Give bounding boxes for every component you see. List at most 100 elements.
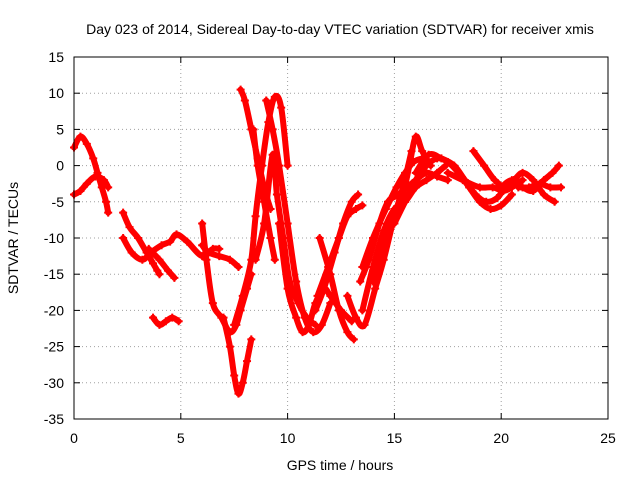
- series-s9: [219, 313, 256, 398]
- data-point-marker: [343, 328, 352, 337]
- grid-lines: [74, 57, 608, 419]
- data-point-marker: [298, 328, 307, 337]
- data-point-marker: [326, 270, 335, 279]
- data-point-marker: [230, 371, 239, 380]
- data-point-marker: [172, 230, 181, 239]
- data-point-marker: [144, 244, 153, 253]
- data-point-marker: [488, 183, 497, 192]
- data-point-marker: [490, 176, 499, 185]
- data-point-marker: [104, 183, 113, 192]
- data-point-marker: [411, 132, 420, 141]
- data-point-marker: [369, 277, 378, 286]
- data-point-marker: [102, 197, 111, 206]
- data-point-marker: [82, 179, 91, 188]
- data-point-marker: [334, 306, 343, 315]
- data-point-marker: [482, 197, 491, 206]
- x-tick-label: 25: [600, 430, 616, 446]
- data-point-marker: [471, 190, 480, 199]
- data-point-marker: [437, 154, 446, 163]
- y-axis-label: SDTVAR / TECUs: [5, 182, 21, 294]
- data-point-marker: [155, 270, 164, 279]
- data-point-marker: [548, 168, 557, 177]
- data-point-marker: [309, 328, 318, 337]
- x-tick-label: 15: [387, 430, 403, 446]
- series-s18: [315, 234, 358, 344]
- data-point-marker: [315, 234, 324, 242]
- data-point-marker: [268, 150, 277, 159]
- data-point-marker: [157, 241, 166, 250]
- data-point-marker: [277, 103, 286, 112]
- data-point-marker: [198, 219, 207, 228]
- y-tick-label: 0: [56, 158, 64, 174]
- data-point-marker: [76, 186, 85, 195]
- data-point-marker: [418, 147, 427, 156]
- series-s29: [514, 179, 566, 192]
- data-point-marker: [174, 317, 183, 326]
- data-point-marker: [262, 96, 271, 105]
- data-point-marker: [411, 168, 420, 177]
- x-axis-label: GPS time / hours: [287, 457, 394, 473]
- data-point-marker: [234, 262, 243, 271]
- data-point-marker: [524, 183, 533, 192]
- data-point-marker: [351, 313, 360, 322]
- data-point-marker: [557, 183, 566, 192]
- x-tick-label: 5: [177, 430, 185, 446]
- data-point-marker: [422, 161, 431, 170]
- y-tick-label: 5: [56, 121, 64, 137]
- data-point-marker: [99, 176, 108, 185]
- data-point-marker: [443, 168, 452, 177]
- data-point-marker: [401, 197, 410, 206]
- data-point-marker: [166, 237, 175, 246]
- data-point-marker: [234, 389, 243, 398]
- data-point-marker: [554, 161, 563, 170]
- data-point-marker: [369, 234, 378, 242]
- axis-ticks: 15 10 5 0 -5 -10 -15 -20 -25 -30 -35 0 5 10 15 20 25: [44, 49, 616, 446]
- data-point-marker: [82, 139, 91, 148]
- data-point-marker: [358, 262, 367, 271]
- data-point-marker: [89, 154, 98, 163]
- data-point-marker: [119, 234, 128, 242]
- data-point-marker: [497, 183, 506, 192]
- x-tick-label: 10: [280, 430, 296, 446]
- data-point-marker: [230, 320, 239, 329]
- data-point-marker: [381, 205, 390, 214]
- data-point-marker: [450, 161, 459, 170]
- series-trace: [145, 245, 178, 281]
- data-point-marker: [183, 237, 192, 246]
- data-point-marker: [238, 291, 247, 300]
- data-point-marker: [247, 335, 256, 344]
- data-point-marker: [260, 219, 269, 228]
- data-point-marker: [356, 277, 365, 286]
- series-s7: [149, 313, 183, 329]
- data-point-marker: [275, 219, 284, 228]
- data-point-marker: [168, 313, 177, 322]
- data-point-marker: [283, 161, 292, 170]
- data-point-marker: [358, 306, 367, 315]
- data-point-marker: [379, 234, 388, 242]
- y-tick-label: -30: [44, 375, 64, 391]
- data-point-marker: [240, 96, 249, 105]
- x-tick-label: 20: [493, 430, 509, 446]
- data-point-marker: [268, 125, 277, 134]
- data-point-marker: [371, 284, 380, 293]
- data-point-marker: [125, 223, 134, 232]
- data-point-marker: [283, 284, 292, 293]
- data-point-marker: [347, 197, 356, 206]
- data-point-marker: [76, 132, 85, 141]
- data-point-marker: [351, 205, 360, 214]
- data-point-marker: [518, 176, 527, 185]
- data-point-marker: [304, 320, 313, 329]
- data-point-marker: [270, 255, 279, 264]
- data-point-marker: [347, 317, 356, 326]
- data-point-marker: [334, 234, 343, 242]
- data-point-marker: [202, 255, 211, 264]
- data-point-marker: [266, 234, 275, 242]
- data-point-marker: [219, 313, 228, 322]
- data-point-marker: [236, 85, 245, 94]
- y-tick-label: -20: [44, 302, 64, 318]
- data-point-marker: [405, 161, 414, 170]
- data-point-marker: [149, 259, 158, 268]
- data-point-marker: [225, 342, 234, 351]
- data-point-marker: [155, 320, 164, 329]
- data-point-marker: [507, 176, 516, 185]
